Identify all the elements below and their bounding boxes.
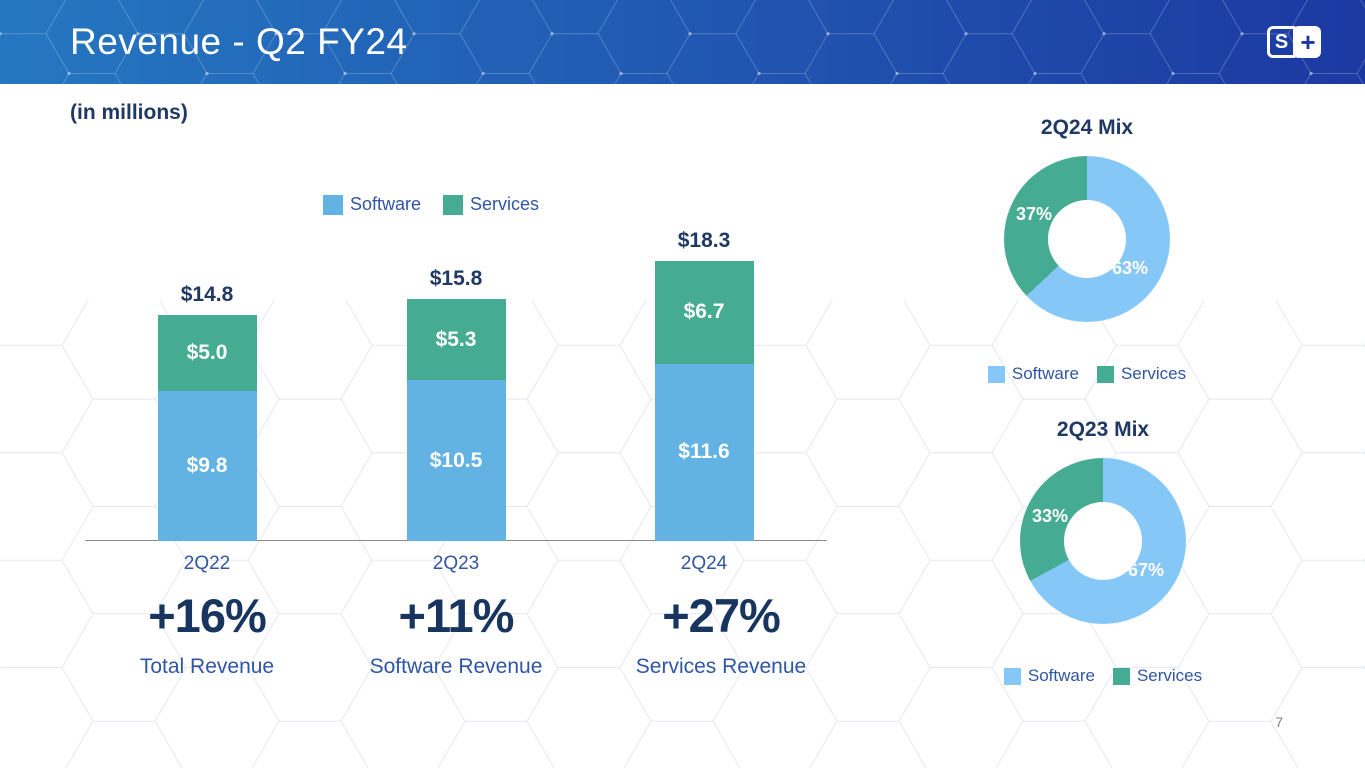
- stacked-bar-chart: $14.8 $5.0 $9.8 2Q22 $15.8 $5.3 $10.5 2Q23 $18.3…: [85, 229, 827, 574]
- legend-label: Services: [1120, 364, 1187, 383]
- services-pct-label: 37%: [1016, 204, 1053, 224]
- donut-chart-2q24: 37% 63%: [1004, 156, 1170, 322]
- units-note: (in millions): [70, 101, 188, 124]
- legend-label: Software: [349, 194, 421, 214]
- bar-chart-legend: Software Services: [60, 194, 802, 215]
- logo-plus-glyph: +: [1295, 26, 1321, 58]
- services-swatch-icon: [443, 194, 463, 215]
- legend-label: Software: [1011, 364, 1079, 383]
- total-label-2Q22: $14.8: [180, 282, 234, 306]
- donut-hole: [1048, 200, 1126, 278]
- growth-label: Total Revenue: [139, 655, 275, 678]
- software-swatch-icon: [987, 365, 1005, 383]
- hexagon-mesh-decoration: [0, 0, 1365, 84]
- header-band: Revenue - Q2 FY24 S +: [0, 0, 1365, 84]
- growth-label: Services Revenue: [635, 655, 807, 678]
- donut-2q24: 2Q24 Mix 37% 63% Software Services: [974, 116, 1200, 384]
- donut-legend: Software Services: [990, 666, 1216, 686]
- donut-chart-2q23: 33% 67%: [1020, 458, 1186, 624]
- category-label-2Q24: 2Q24: [680, 553, 728, 574]
- legend-item-services: Services: [1112, 666, 1203, 686]
- category-label-2Q23: 2Q23: [432, 553, 480, 574]
- donut-title: 2Q23 Mix: [1056, 418, 1150, 441]
- growth-metric-services: +27% Services Revenue: [586, 588, 856, 679]
- growth-metric-software: +11% Software Revenue: [321, 588, 591, 679]
- bar-2Q24: $18.3 $6.7 $11.6: [654, 229, 754, 541]
- growth-pct: +16%: [148, 589, 267, 642]
- services-pct-label: 33%: [1032, 506, 1069, 526]
- services-swatch-icon: [1112, 667, 1130, 685]
- bar-segment-services-2Q22: $5.0: [157, 314, 257, 392]
- legend-label: Services: [1136, 666, 1203, 685]
- total-label-2Q24: $18.3: [677, 229, 731, 253]
- logo-s-glyph: S: [1267, 26, 1296, 58]
- donut-title: 2Q24 Mix: [1040, 116, 1134, 139]
- growth-pct: +27%: [662, 589, 781, 642]
- brand-logo: S +: [1267, 26, 1321, 58]
- category-label-2Q22: 2Q22: [183, 553, 231, 574]
- page-number: 7: [1275, 714, 1283, 730]
- growth-metric-total: +16% Total Revenue: [72, 588, 342, 679]
- software-swatch-icon: [1003, 667, 1021, 685]
- bar-2Q23: $15.8 $5.3 $10.5: [406, 267, 506, 541]
- services-swatch-icon: [1096, 365, 1114, 383]
- bar-segment-services-2Q23: $5.3: [406, 299, 506, 381]
- bar-segment-software-2Q24: $11.6: [654, 363, 754, 541]
- bar-2Q22: $14.8 $5.0 $9.8: [157, 282, 257, 541]
- legend-item-software: Software: [322, 194, 421, 215]
- legend-item-software: Software: [1003, 666, 1095, 686]
- donut-hole: [1064, 502, 1142, 580]
- bar-segment-software-2Q22: $9.8: [157, 391, 257, 541]
- bar-segment-software-2Q23: $10.5: [406, 380, 506, 541]
- bar-segment-services-2Q24: $6.7: [654, 261, 754, 364]
- donut-legend: Software Services: [974, 364, 1200, 384]
- total-label-2Q23: $15.8: [429, 267, 483, 291]
- legend-item-software: Software: [987, 364, 1079, 384]
- legend-label: Software: [1027, 666, 1095, 685]
- software-pct-label: 63%: [1112, 258, 1149, 278]
- growth-label: Software Revenue: [369, 655, 543, 678]
- legend-item-services: Services: [1096, 364, 1187, 384]
- legend-item-services: Services: [443, 194, 539, 215]
- growth-pct: +11%: [398, 589, 515, 642]
- software-swatch-icon: [322, 194, 343, 215]
- donut-2q23: 2Q23 Mix 33% 67% Software Services: [990, 418, 1216, 686]
- slide-title: Revenue - Q2 FY24: [70, 21, 408, 62]
- software-pct-label: 67%: [1128, 560, 1165, 580]
- legend-label: Services: [470, 194, 540, 214]
